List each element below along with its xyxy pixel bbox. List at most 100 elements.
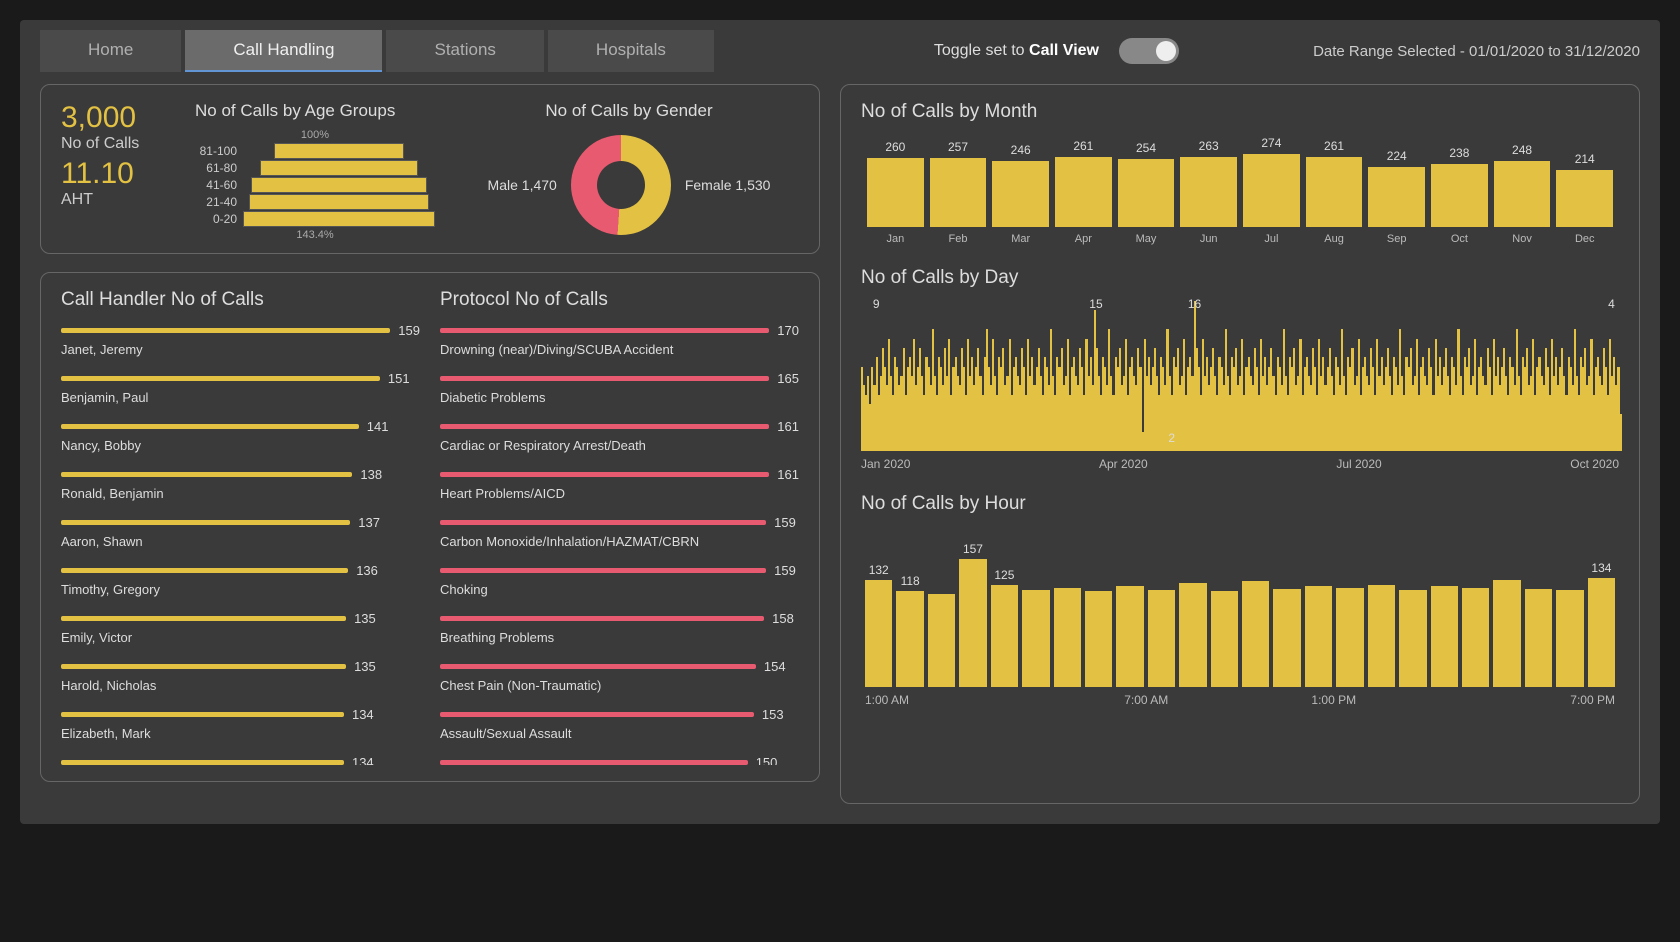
funnel-row: 0-20 xyxy=(195,211,435,227)
day-axis: Jan 2020Apr 2020Jul 2020Oct 2020 xyxy=(861,457,1619,471)
month-bar[interactable]: 263 Jun xyxy=(1180,139,1237,245)
day-peak-label: 16 xyxy=(1188,297,1201,311)
list-item[interactable]: 137 Aaron, Shawn xyxy=(61,515,420,549)
funnel-row: 81-100 xyxy=(195,143,435,159)
list-item[interactable]: 153 Assault/Sexual Assault xyxy=(440,707,799,741)
day-peak-label: 4 xyxy=(1608,297,1615,311)
month-chart: 260 Jan257 Feb246 Mar261 Apr254 May263 J… xyxy=(861,135,1619,245)
tab-hospitals[interactable]: Hospitals xyxy=(548,30,714,72)
hour-bar[interactable]: 157 xyxy=(959,542,986,687)
hour-bar[interactable] xyxy=(928,577,955,687)
hour-bar[interactable] xyxy=(1148,573,1175,688)
hour-bar[interactable] xyxy=(1022,573,1049,687)
day-chart: 9151642 Jan 2020Apr 2020Jul 2020Oct 2020 xyxy=(861,301,1619,471)
hour-bar[interactable]: 125 xyxy=(991,568,1018,687)
list-item[interactable]: 135 Harold, Nicholas xyxy=(61,659,420,693)
hour-bar[interactable] xyxy=(1179,566,1206,687)
handler-column: Call Handler No of Calls 159 Janet, Jere… xyxy=(61,289,420,765)
protocol-title: Protocol No of Calls xyxy=(440,289,799,311)
month-bar[interactable]: 261 Apr xyxy=(1055,139,1112,245)
list-item[interactable]: 159 Choking xyxy=(440,563,799,597)
hour-bar[interactable] xyxy=(1211,574,1238,687)
kpi-calls-value: 3,000 xyxy=(61,101,171,135)
female-label: Female 1,530 xyxy=(685,177,771,193)
month-bar[interactable]: 274 Jul xyxy=(1243,136,1300,245)
hour-bar[interactable] xyxy=(1242,564,1269,687)
day-peak-label: 2 xyxy=(1168,431,1175,445)
day-peak-label: 15 xyxy=(1089,297,1102,311)
kpi-block: 3,000 No of Calls 11.10 AHT xyxy=(61,101,171,237)
hour-title: No of Calls by Hour xyxy=(861,493,1619,515)
funnel-row: 61-80 xyxy=(195,160,435,176)
list-item[interactable]: 161 Cardiac or Respiratory Arrest/Death xyxy=(440,419,799,453)
day-bars xyxy=(861,301,1619,451)
hour-bar[interactable] xyxy=(1368,568,1395,687)
list-item[interactable]: 154 Chest Pain (Non-Traumatic) xyxy=(440,659,799,693)
hour-bar[interactable] xyxy=(1493,563,1520,687)
hour-bar[interactable] xyxy=(1273,572,1300,687)
list-item[interactable]: 159 Janet, Jeremy xyxy=(61,323,420,357)
kpi-calls-label: No of Calls xyxy=(61,135,171,153)
handler-title: Call Handler No of Calls xyxy=(61,289,420,311)
day-title: No of Calls by Day xyxy=(861,267,1619,289)
hour-bar[interactable] xyxy=(1462,571,1489,687)
dashboard: HomeCall HandlingStationsHospitals Toggl… xyxy=(20,20,1660,824)
tab-call-handling[interactable]: Call Handling xyxy=(185,30,382,72)
hour-axis: 1:00 AM7:00 AM1:00 PM7:00 PM xyxy=(861,693,1619,707)
month-bar[interactable]: 260 Jan xyxy=(867,140,924,245)
hour-bar[interactable] xyxy=(1336,571,1363,687)
list-item[interactable]: 159 Carbon Monoxide/Inhalation/HAZMAT/CB… xyxy=(440,515,799,549)
list-item[interactable]: 134 Elizabeth, Mark xyxy=(61,707,420,741)
hour-bar[interactable] xyxy=(1305,569,1332,687)
summary-panel: 3,000 No of Calls 11.10 AHT No of Calls … xyxy=(40,84,820,254)
gender-chart-title: No of Calls by Gender xyxy=(545,101,712,121)
date-range: Date Range Selected - 01/01/2020 to 31/1… xyxy=(1313,43,1640,60)
day-peak-label: 9 xyxy=(873,297,880,311)
list-item[interactable]: 161 Heart Problems/AICD xyxy=(440,467,799,501)
list-item[interactable]: 135 Emily, Victor xyxy=(61,611,420,645)
list-item[interactable]: 150 Electrocution/Lightning xyxy=(440,755,799,765)
hour-bar[interactable] xyxy=(1431,569,1458,687)
list-item[interactable]: 170 Drowning (near)/Diving/SCUBA Acciden… xyxy=(440,323,799,357)
hour-bar[interactable] xyxy=(1556,573,1583,688)
hour-bar[interactable] xyxy=(1399,573,1426,688)
male-label: Male 1,470 xyxy=(488,177,557,193)
month-bar[interactable]: 257 Feb xyxy=(930,140,987,245)
hour-bar[interactable] xyxy=(1116,569,1143,687)
view-toggle[interactable] xyxy=(1119,38,1179,64)
hour-bar[interactable] xyxy=(1085,574,1112,687)
hour-bar[interactable]: 132 xyxy=(865,563,892,687)
list-item[interactable]: 158 Breathing Problems xyxy=(440,611,799,645)
hour-bar[interactable] xyxy=(1525,572,1552,687)
list-item[interactable]: 151 Benjamin, Paul xyxy=(61,371,420,405)
list-item[interactable]: 134 Shirley, Jesse xyxy=(61,755,420,765)
month-bar[interactable]: 224 Sep xyxy=(1368,149,1425,245)
lists-panel: Call Handler No of Calls 159 Janet, Jere… xyxy=(40,272,820,782)
tab-home[interactable]: Home xyxy=(40,30,181,72)
list-item[interactable]: 165 Diabetic Problems xyxy=(440,371,799,405)
topbar: HomeCall HandlingStationsHospitals Toggl… xyxy=(40,30,1640,72)
toggle-prefix: Toggle set to xyxy=(934,42,1029,59)
protocol-column: Protocol No of Calls 170 Drowning (near)… xyxy=(440,289,799,765)
hour-bar[interactable]: 118 xyxy=(896,574,923,687)
month-bar[interactable]: 254 May xyxy=(1118,141,1175,245)
month-bar[interactable]: 214 Dec xyxy=(1556,152,1613,245)
day-bar xyxy=(1620,414,1622,452)
tab-stations[interactable]: Stations xyxy=(386,30,543,72)
hour-bar[interactable] xyxy=(1054,571,1081,687)
list-item[interactable]: 141 Nancy, Bobby xyxy=(61,419,420,453)
month-bar[interactable]: 261 Aug xyxy=(1306,139,1363,245)
left-column: 3,000 No of Calls 11.10 AHT No of Calls … xyxy=(40,84,820,804)
month-bar[interactable]: 248 Nov xyxy=(1494,143,1551,245)
month-bar[interactable]: 238 Oct xyxy=(1431,146,1488,245)
kpi-aht-label: AHT xyxy=(61,191,171,209)
month-bar[interactable]: 246 Mar xyxy=(992,143,1049,245)
kpi-aht-value: 11.10 xyxy=(61,157,171,191)
hour-bar[interactable]: 134 xyxy=(1588,561,1615,687)
toggle-area: Toggle set to Call View xyxy=(934,38,1179,64)
list-item[interactable]: 138 Ronald, Benjamin xyxy=(61,467,420,501)
hour-chart: 132 118 157 125 134 xyxy=(861,527,1619,687)
hour-section: No of Calls by Hour 132 118 157 125 134 … xyxy=(861,493,1619,707)
list-item[interactable]: 136 Timothy, Gregory xyxy=(61,563,420,597)
toggle-value: Call View xyxy=(1029,42,1099,59)
